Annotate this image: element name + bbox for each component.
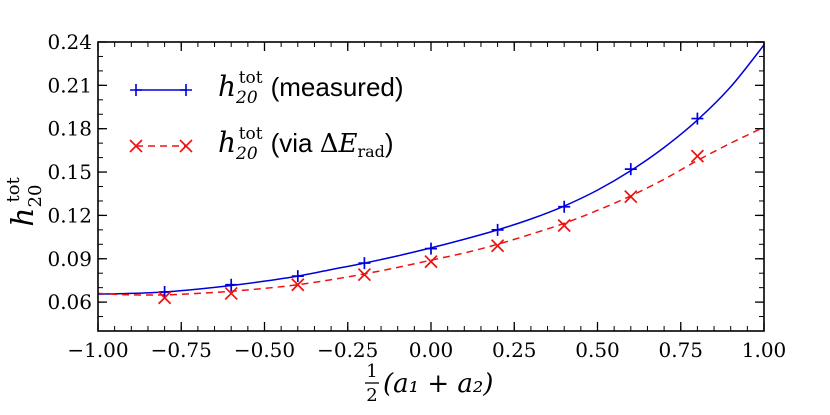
data-point-via-erad	[490, 239, 505, 253]
svg-text:h20tot(measured): h20tot (measured)	[218, 68, 404, 108]
x-tick-labels: −1.00 −0.75 −0.50 −0.25 0.00 0.25 0.50 0.75 1.00	[67, 338, 786, 362]
data-point-measured	[358, 257, 371, 270]
x-tick-label: 0.75	[658, 338, 703, 362]
x-label-fraction-denominator: 2	[366, 385, 377, 406]
legend: h20tot (measured) h20tot (via ΔErad)	[129, 68, 404, 164]
data-point-measured	[291, 270, 304, 283]
x-tick-label: −0.75	[151, 338, 212, 362]
data-point-measured	[491, 223, 504, 236]
svg-text:h20tot(via ΔErad): h20tot (via ΔErad)	[218, 124, 394, 164]
x-tick-label: −0.25	[317, 338, 378, 362]
y-tick-label: 0.12	[47, 203, 92, 227]
x-tick-label: 1.00	[742, 338, 787, 362]
series-line-measured	[97, 44, 765, 295]
data-point-via-erad	[291, 278, 305, 292]
data-point-measured	[158, 285, 171, 298]
plot-frame	[97, 41, 765, 332]
axis-ticks	[97, 41, 765, 332]
x-tick-label: 0.00	[409, 338, 454, 362]
x-label-fraction-numerator: 1	[366, 361, 377, 382]
data-point-via-erad	[557, 218, 571, 233]
y-axis-label: h20tot	[3, 176, 46, 226]
x-tick-label: −1.00	[67, 338, 128, 362]
legend-marker-x-icon	[129, 139, 143, 153]
series-curves	[97, 44, 765, 296]
data-point-via-erad	[424, 255, 438, 269]
x-tick-label: 0.25	[492, 338, 537, 362]
x-tick-label: −0.50	[234, 338, 295, 362]
legend-marker-plus-icon	[130, 84, 142, 96]
legend-marker-x-icon	[179, 139, 193, 153]
data-point-measured	[624, 163, 637, 176]
y-tick-label: 0.24	[47, 30, 92, 54]
y-tick-label: 0.06	[47, 290, 92, 314]
x-tick-label: 0.50	[575, 338, 620, 362]
data-point-measured	[225, 278, 238, 291]
data-point-via-erad	[624, 190, 638, 204]
data-point-measured	[691, 112, 704, 125]
legend-label-measured: (measured)	[271, 72, 404, 102]
y-tick-labels: 0.06 0.09 0.12 0.15 0.18 0.21 0.24	[47, 30, 92, 314]
data-point-via-erad	[157, 291, 172, 305]
y-tick-label: 0.15	[47, 160, 92, 184]
series-line-via-erad	[97, 126, 765, 296]
y-tick-label: 0.09	[47, 247, 92, 271]
legend-marker-plus-icon	[180, 84, 192, 96]
data-point-measured	[425, 242, 437, 255]
y-tick-label: 0.18	[47, 117, 92, 141]
legend-entry-via-erad: h20tot (via ΔErad)	[129, 124, 394, 164]
y-tick-label: 0.21	[47, 73, 92, 97]
x-label-body: (a₁ + a₂)	[383, 369, 493, 399]
data-point-measured	[558, 200, 571, 213]
data-point-via-erad	[357, 268, 372, 282]
legend-entry-measured: h20tot (measured)	[130, 68, 404, 108]
series-markers	[157, 112, 705, 305]
data-point-via-erad	[690, 149, 705, 163]
data-point-via-erad	[224, 286, 238, 301]
x-axis-label: 1 2 (a₁ + a₂)	[365, 361, 493, 406]
